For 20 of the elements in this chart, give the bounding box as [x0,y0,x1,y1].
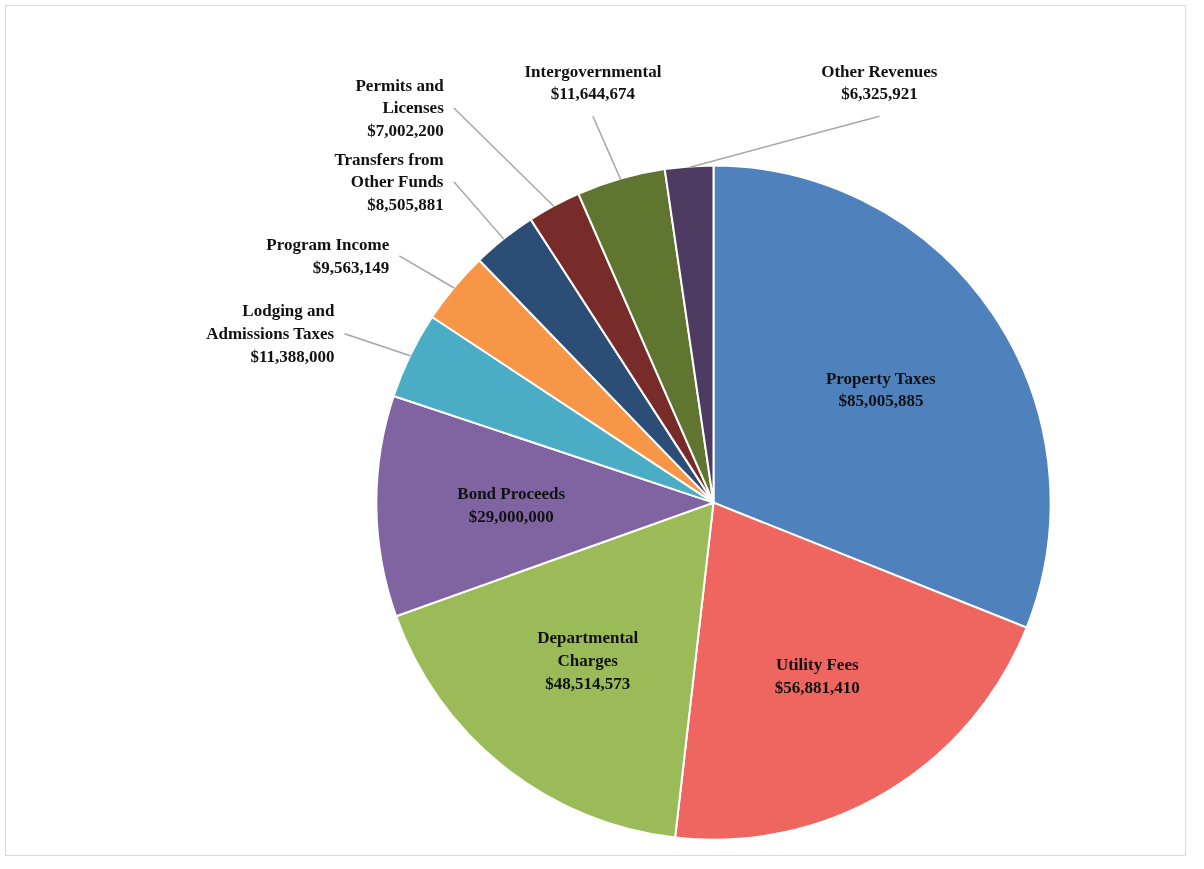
data-label: $7,002,200 [367,121,444,141]
data-label: $56,881,410 [774,677,860,697]
slice-label: Utility Fees [775,654,859,674]
data-label: $6,325,921 [841,84,918,104]
slice-label: Property Taxes [825,368,937,388]
slice-label: Permits and Licenses [355,75,445,118]
slice-label: Transfers from Other Funds [334,149,444,192]
data-label: $11,388,000 [250,346,335,366]
slice-label: Other Revenues [821,61,938,81]
slice-label: Intergovernmental [524,61,662,81]
slice-label: Lodging and Admissions Taxes [206,301,336,344]
data-label: $29,000,000 [468,506,554,526]
data-label: $9,563,149 [312,257,390,277]
slice-label: Departmental Charges [537,628,639,671]
slice-label: Program Income [266,234,390,254]
slice-label: Bond Proceeds [457,483,566,503]
data-label: $48,514,573 [545,673,631,693]
data-label: $85,005,885 [838,391,924,411]
data-label: $11,644,674 [550,84,636,104]
data-label: $8,505,881 [367,195,444,215]
